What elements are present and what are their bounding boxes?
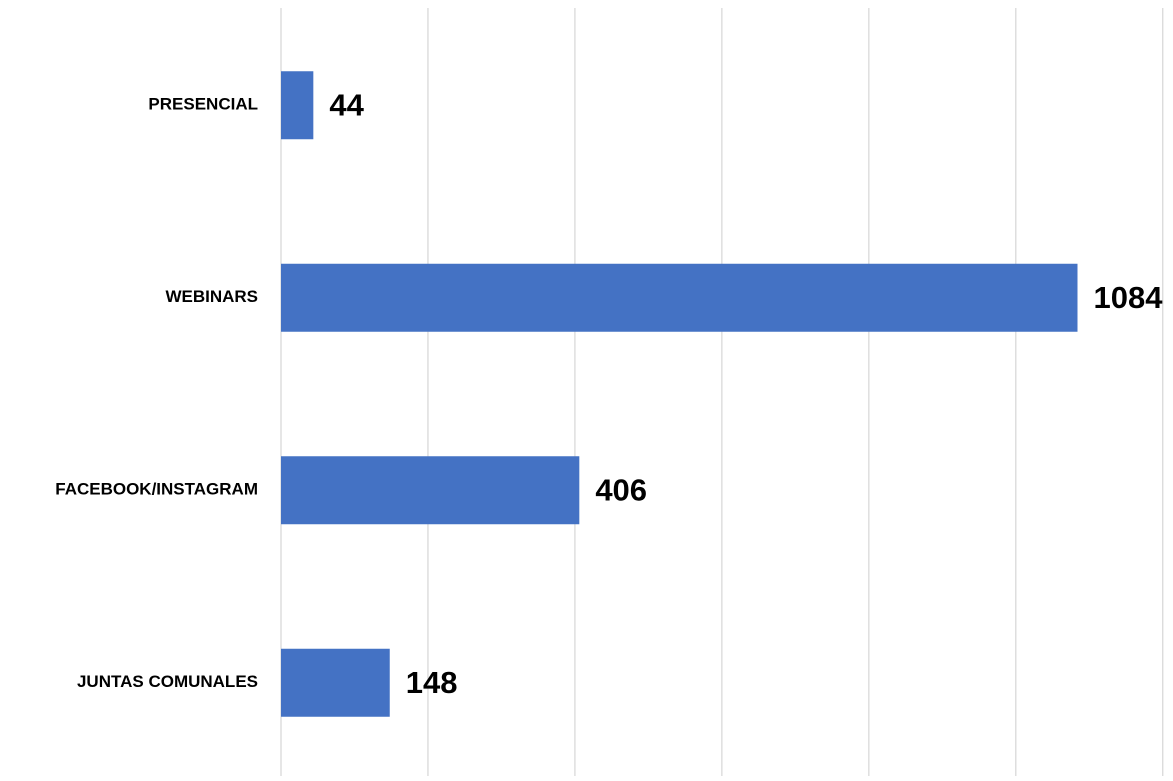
- category-label-2: FACEBOOK/INSTAGRAM: [55, 480, 258, 499]
- data-label-2: 406: [595, 472, 647, 507]
- category-label-3: JUNTAS COMUNALES: [77, 672, 258, 691]
- bar-1: [281, 263, 1078, 332]
- bar-0: [281, 71, 314, 140]
- bar-3: [281, 648, 390, 717]
- data-label-3: 148: [406, 665, 458, 700]
- bars: [281, 71, 1078, 717]
- bar-2: [281, 456, 580, 525]
- category-label-1: WEBINARS: [165, 287, 258, 306]
- gridlines: [280, 8, 1164, 776]
- category-label-0: PRESENCIAL: [148, 95, 258, 114]
- labels: PRESENCIAL 44 WEBINARS 1084 FACEBOOK/INSTAGR…: [55, 87, 1163, 700]
- data-label-0: 44: [329, 87, 364, 122]
- data-label-1: 1084: [1094, 280, 1164, 315]
